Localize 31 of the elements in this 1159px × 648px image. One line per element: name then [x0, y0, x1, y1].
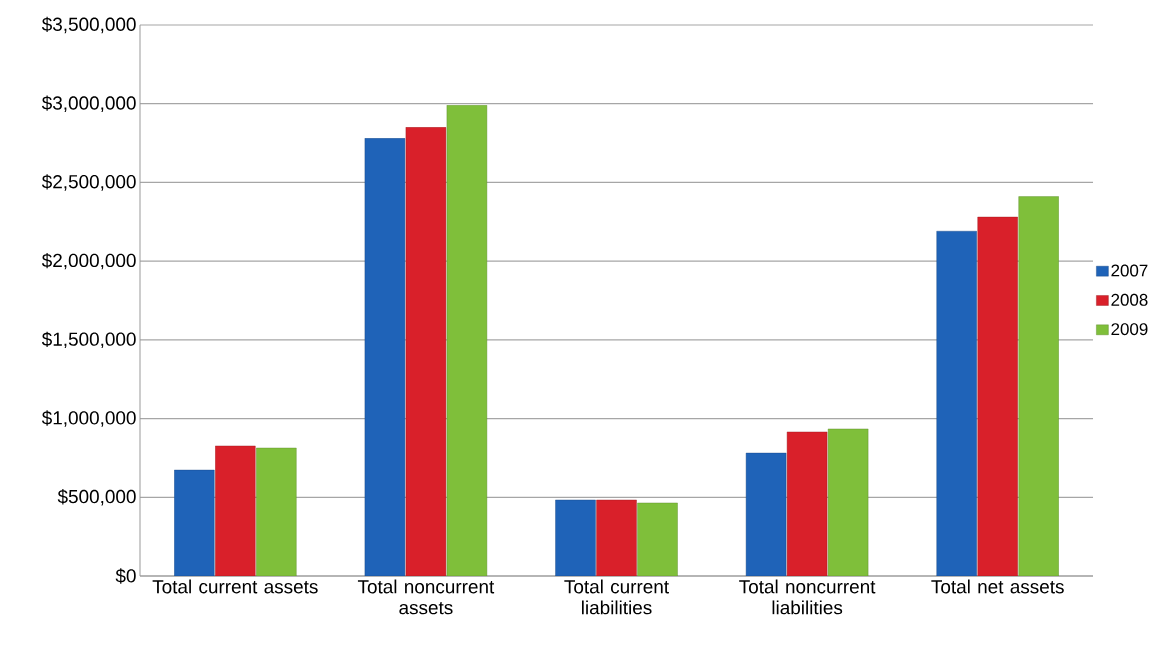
bar [827, 428, 869, 576]
bar [1018, 196, 1059, 576]
y-tick-label: $2,000,000 [41, 252, 136, 270]
bar [555, 499, 596, 576]
bar [637, 502, 678, 576]
x-tick-label: Total current assets [152, 579, 318, 594]
bar [446, 105, 488, 576]
y-tick-label: $3,000,000 [41, 95, 136, 112]
y-tick-label: $500,000 [57, 489, 136, 506]
legend-label: 2008 [1111, 293, 1148, 306]
x-tick-label: Total noncurrent assets [357, 579, 495, 615]
bar [977, 216, 1018, 576]
x-tick-label: Total net assets [931, 579, 1064, 594]
y-tick-label: $3,500,000 [41, 16, 136, 34]
bar [786, 431, 828, 576]
bar [745, 452, 787, 576]
bar [174, 469, 215, 576]
y-tick-label: $0 [115, 568, 136, 584]
y-tick-label: $2,500,000 [41, 174, 136, 191]
y-tick-label: $1,500,000 [41, 331, 136, 349]
bar [256, 447, 297, 576]
bar [364, 138, 406, 576]
bar [596, 499, 637, 576]
bar [936, 231, 977, 576]
legend-label: 2007 [1111, 264, 1148, 277]
x-tick-label: Total noncurrent liabilities [739, 579, 876, 615]
x-tick-label: Total current liabilities [564, 579, 669, 615]
legend-label: 2009 [1111, 323, 1148, 336]
y-tick-label: $1,000,000 [41, 410, 136, 427]
bar [405, 127, 447, 576]
bar [215, 445, 256, 576]
